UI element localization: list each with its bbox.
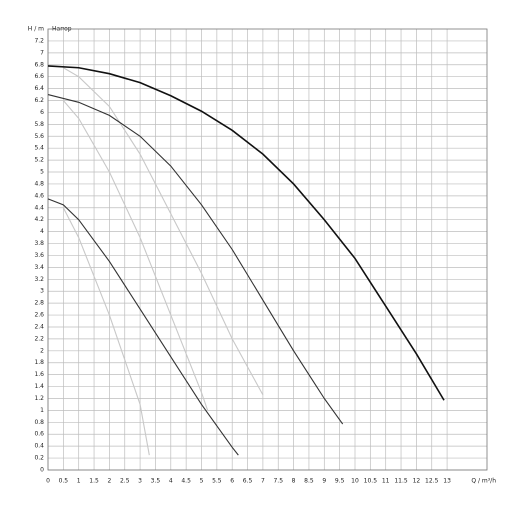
x-tick-label: 13 xyxy=(443,478,451,485)
y-tick-label: 4 xyxy=(40,228,44,235)
x-tick-label: 9 xyxy=(322,478,326,485)
y-tick-label: 4.6 xyxy=(34,192,44,199)
y-tick-label: 1 xyxy=(40,407,44,414)
y-tick-label: 6.2 xyxy=(34,97,44,104)
y-tick-label: 2.6 xyxy=(34,312,44,319)
x-tick-label: 0.5 xyxy=(59,478,69,485)
y-tick-label: 2.2 xyxy=(34,335,44,342)
y-tick-label: 6.6 xyxy=(34,73,44,80)
x-tick-label: 11 xyxy=(382,478,390,485)
x-tick-label: 6 xyxy=(230,478,234,485)
x-tick-label: 12 xyxy=(413,478,421,485)
curve xyxy=(47,94,344,425)
y-tick-label: 3.2 xyxy=(34,276,44,283)
x-tick-label: 8.5 xyxy=(304,478,314,485)
plot-frame xyxy=(47,28,488,471)
y-tick-label: 0.6 xyxy=(34,431,44,438)
x-tick-label: 0 xyxy=(46,478,50,485)
y-tick-label: 0.2 xyxy=(34,455,44,462)
y-tick-label: 4.2 xyxy=(34,216,44,223)
y-tick-label: 0.8 xyxy=(34,419,44,426)
y-tick-label: 1.8 xyxy=(34,359,44,366)
y-tick-label: 3.8 xyxy=(34,240,44,247)
x-tick-label: 10 xyxy=(351,478,359,485)
x-tick-label: 7 xyxy=(261,478,265,485)
y-axis-label: H / m xyxy=(28,26,44,33)
curve xyxy=(63,67,264,396)
y-tick-label: 7 xyxy=(40,49,44,56)
y-tick-label: 5.6 xyxy=(34,133,44,140)
y-tick-label: 1.4 xyxy=(34,383,44,390)
curve xyxy=(47,198,239,456)
y-tick-label: 3.4 xyxy=(34,264,44,271)
y-tick-label: 7.2 xyxy=(34,37,44,44)
x-tick-label: 2 xyxy=(107,478,111,485)
x-tick-label: 1.5 xyxy=(89,478,99,485)
y-tick-label: 3 xyxy=(40,288,44,295)
y-tick-label: 3.6 xyxy=(34,252,44,259)
x-tick-label: 5 xyxy=(200,478,204,485)
y-tick-label: 1.2 xyxy=(34,395,44,402)
y-tick-label: 0.4 xyxy=(34,443,44,450)
y-tick-label: 1.6 xyxy=(34,371,44,378)
y-tick-label: 2.4 xyxy=(34,323,44,330)
curve xyxy=(62,100,209,411)
curve xyxy=(62,207,150,456)
x-tick-label: 1 xyxy=(77,478,81,485)
y-tick-label: 6.8 xyxy=(34,61,44,68)
y-tick-label: 6.4 xyxy=(34,85,44,92)
y-tick-label: 5.8 xyxy=(34,121,44,128)
x-tick-label: 8 xyxy=(292,478,296,485)
x-tick-label: 6.5 xyxy=(243,478,253,485)
x-tick-label: 11.5 xyxy=(394,478,408,485)
x-tick-label: 9.5 xyxy=(335,478,345,485)
y-tick-label: 5.4 xyxy=(34,145,44,152)
curve xyxy=(47,65,445,401)
x-tick-label: 3 xyxy=(138,478,142,485)
x-axis-label: Q / m³/h xyxy=(471,478,496,485)
y-tick-label: 2 xyxy=(40,347,44,354)
y-tick-label: 5 xyxy=(40,169,44,176)
x-tick-label: 10.5 xyxy=(364,478,378,485)
x-tick-label: 7.5 xyxy=(273,478,283,485)
y-tick-label: 0 xyxy=(40,467,44,474)
y-tick-label: 6 xyxy=(40,109,44,116)
y-tick-label: 2.8 xyxy=(34,300,44,307)
y-tick-label: 4.4 xyxy=(34,204,44,211)
x-tick-label: 4.5 xyxy=(181,478,191,485)
y-tick-label: 4.8 xyxy=(34,180,44,187)
x-tick-label: 4 xyxy=(169,478,173,485)
x-tick-label: 2.5 xyxy=(120,478,130,485)
x-tick-label: 12.5 xyxy=(425,478,439,485)
y-tick-label: 5.2 xyxy=(34,157,44,164)
x-tick-label: 5.5 xyxy=(212,478,222,485)
x-tick-label: 3.5 xyxy=(151,478,161,485)
